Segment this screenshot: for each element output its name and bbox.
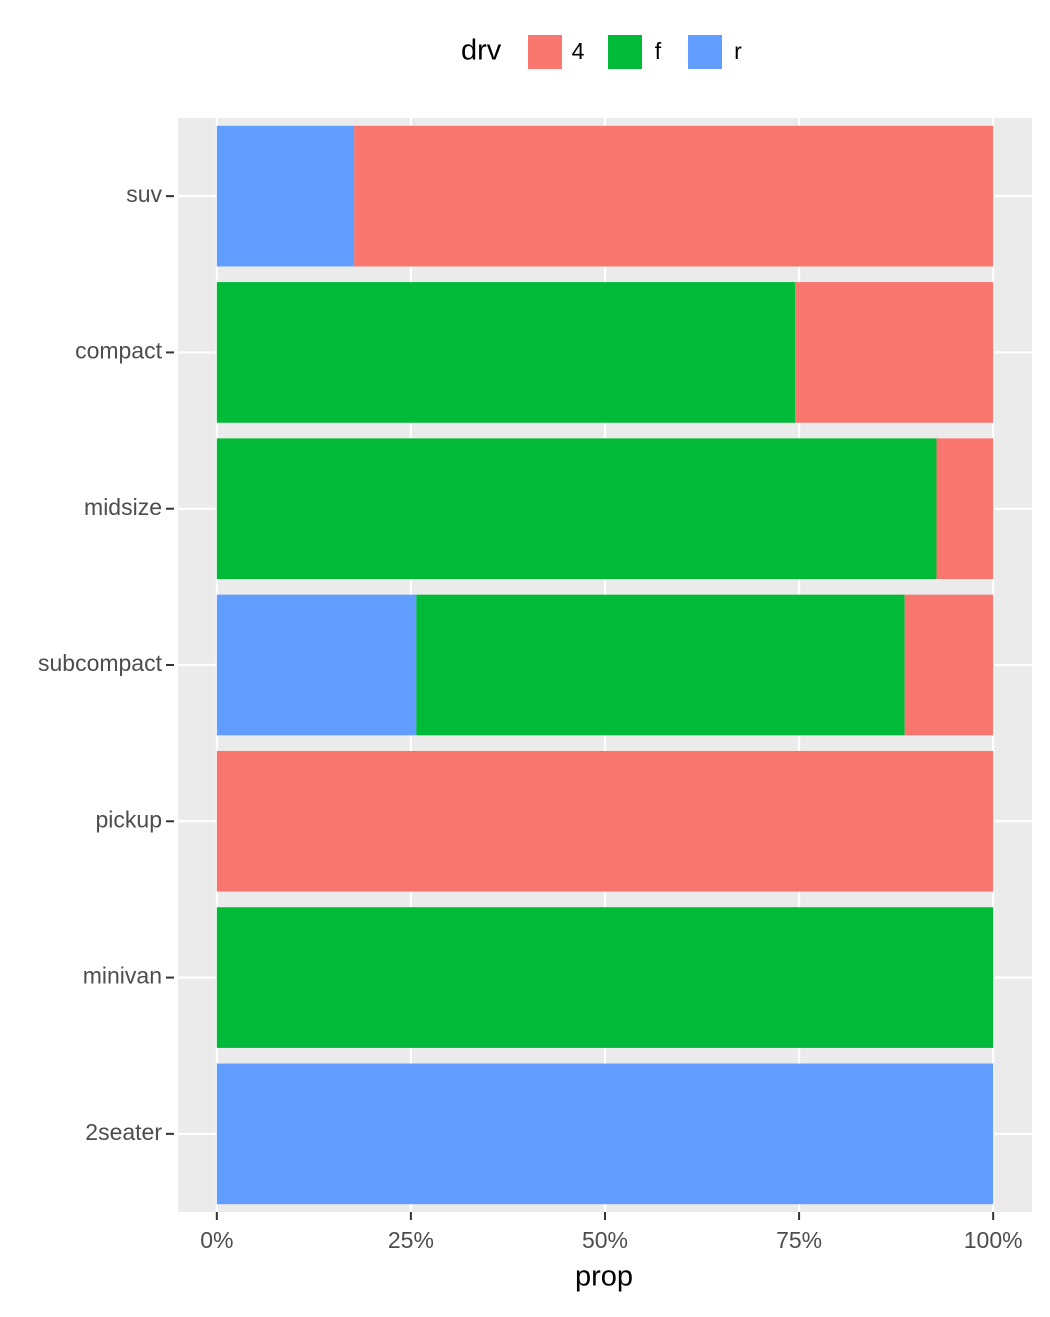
y-tick-label: pickup xyxy=(96,806,162,832)
y-tick-label: subcompact xyxy=(38,650,163,676)
x-tick-label: 100% xyxy=(964,1227,1023,1253)
bar-segment xyxy=(216,594,417,736)
bar-segment xyxy=(904,594,994,736)
bar-segment xyxy=(216,1063,994,1205)
x-axis-label: prop xyxy=(575,1261,633,1293)
legend-label: 4 xyxy=(572,38,585,64)
bar-segment xyxy=(216,282,796,423)
bar-segment xyxy=(216,125,355,267)
x-tick-label: 50% xyxy=(582,1227,628,1253)
y-tick-label: 2seater xyxy=(85,1119,162,1145)
legend-label: r xyxy=(734,38,742,64)
x-tick-label: 75% xyxy=(776,1227,822,1253)
bar-segment xyxy=(936,438,994,580)
x-tick-label: 25% xyxy=(388,1227,434,1253)
bar-segment xyxy=(416,594,905,736)
legend-key xyxy=(608,35,642,69)
y-tick-label: minivan xyxy=(83,963,162,989)
legend-key xyxy=(688,35,722,69)
y-tick-label: compact xyxy=(75,338,163,364)
y-tick-label: suv xyxy=(126,181,162,207)
bar-segment xyxy=(795,282,994,423)
bar-segment xyxy=(354,125,994,267)
y-tick-label: midsize xyxy=(84,494,162,520)
x-tick-label: 0% xyxy=(200,1227,233,1253)
legend-label: f xyxy=(655,38,662,64)
legend-title: drv xyxy=(461,35,502,67)
bar-segment xyxy=(216,907,994,1048)
bar-segment xyxy=(216,750,994,892)
legend-key xyxy=(528,35,562,69)
bar-segment xyxy=(216,438,937,580)
